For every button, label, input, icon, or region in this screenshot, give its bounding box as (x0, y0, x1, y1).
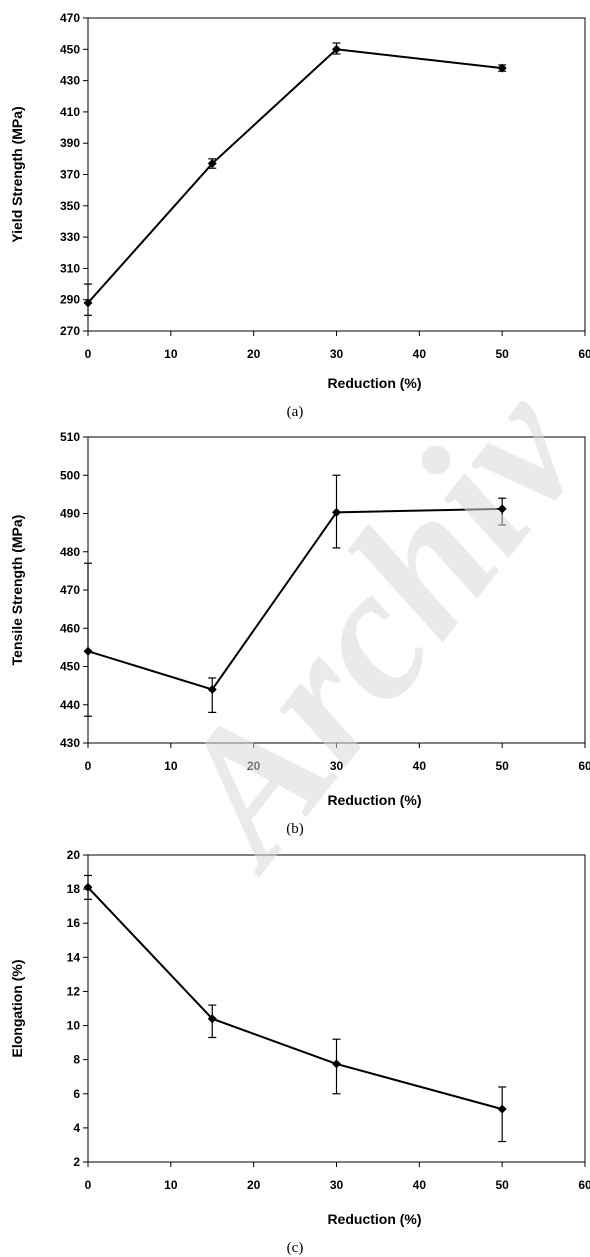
x-tick-label: 60 (578, 347, 590, 361)
y-tick-label: 14 (67, 950, 81, 964)
y-tick-label: 16 (67, 916, 81, 930)
y-tick-label: 6 (73, 1087, 80, 1101)
x-tick-label: 0 (85, 759, 92, 773)
x-tick-label: 10 (164, 1178, 178, 1192)
y-tick-label: 18 (67, 882, 81, 896)
x-tick-label: 10 (164, 759, 178, 773)
y-axis-label: Tensile Strength (MPa) (9, 515, 25, 666)
x-tick-label: 30 (330, 1178, 344, 1192)
x-tick-label: 60 (578, 759, 590, 773)
x-tick-label: 0 (85, 347, 92, 361)
x-tick-label: 30 (330, 347, 344, 361)
x-tick-label: 60 (578, 1178, 590, 1192)
y-tick-label: 460 (60, 621, 80, 635)
y-tick-label: 310 (60, 261, 80, 275)
y-tick-label: 480 (60, 545, 80, 559)
y-tick-label: 290 (60, 293, 80, 307)
y-axis-label: Elongation (%) (9, 960, 25, 1058)
y-tick-label: 8 (73, 1053, 80, 1067)
y-tick-label: 10 (67, 1019, 81, 1033)
y-tick-label: 350 (60, 199, 80, 213)
y-tick-label: 500 (60, 468, 80, 482)
y-tick-label: 450 (60, 660, 80, 674)
y-tick-label: 390 (60, 136, 80, 150)
chart-panel-1: 270 290 310 330 350 370 390 410 430 450 470 0 10 20 30… (9, 11, 590, 420)
x-tick-label: 40 (413, 347, 427, 361)
chart-panel-3: 2 4 6 8 10 12 14 16 18 20 0 10 20 30 40 50 60 Reduction (… (9, 848, 590, 1256)
y-tick-label: 12 (67, 984, 81, 998)
x-tick-label: 10 (164, 347, 178, 361)
plot-frame (87, 17, 586, 332)
y-tick-label: 510 (60, 430, 80, 444)
y-tick-label: 470 (60, 11, 80, 25)
y-tick-label: 430 (60, 736, 80, 750)
y-tick-label: 490 (60, 507, 80, 521)
y-tick-label: 370 (60, 168, 80, 182)
x-tick-label: 20 (247, 759, 261, 773)
panel-caption: (b) (286, 821, 304, 837)
y-tick-label: 470 (60, 583, 80, 597)
data-point (497, 504, 507, 514)
data-point (497, 63, 507, 73)
x-tick-label: 40 (413, 759, 427, 773)
y-tick-label: 330 (60, 230, 80, 244)
plot-frame (87, 854, 586, 1163)
watermark-text: Archiv (126, 349, 590, 903)
y-tick-label: 440 (60, 698, 80, 712)
data-point (332, 507, 341, 517)
y-tick-label: 430 (60, 74, 80, 88)
x-tick-label: 20 (247, 1178, 261, 1192)
x-axis-label: Reduction (%) (327, 375, 421, 391)
y-tick-label: 4 (73, 1121, 80, 1135)
series-line (87, 507, 503, 691)
chart-panel-2: 430 440 450 460 470 480 490 500 510 0 10 20 30 40 50 60… (9, 430, 590, 837)
x-tick-label: 0 (85, 1178, 92, 1192)
data-point (332, 44, 341, 54)
x-tick-label: 40 (413, 1178, 427, 1192)
data-point (207, 684, 217, 694)
data-point (83, 298, 93, 308)
panel-caption: (a) (287, 404, 304, 420)
y-tick-label: 20 (67, 848, 81, 862)
x-tick-label: 30 (330, 759, 344, 773)
data-point (207, 159, 217, 169)
x-tick-label: 50 (495, 1178, 509, 1192)
data-point (497, 1104, 507, 1114)
panel-caption: (c) (287, 1240, 304, 1256)
x-tick-label: 20 (247, 347, 261, 361)
y-tick-label: 450 (60, 42, 80, 56)
series-line (87, 886, 503, 1111)
x-axis-label: Reduction (%) (327, 792, 421, 808)
data-point (332, 1059, 341, 1069)
y-tick-label: 270 (60, 324, 80, 338)
y-tick-label: 410 (60, 105, 80, 119)
x-tick-label: 50 (495, 759, 509, 773)
data-point (83, 882, 93, 892)
y-tick-label: 2 (73, 1155, 80, 1169)
y-axis-label: Yield Strength (MPa) (9, 106, 25, 242)
series-line (87, 48, 503, 304)
data-point (207, 1014, 217, 1024)
x-axis-label: Reduction (%) (327, 1211, 421, 1227)
data-point (83, 646, 93, 656)
x-tick-label: 50 (495, 347, 509, 361)
